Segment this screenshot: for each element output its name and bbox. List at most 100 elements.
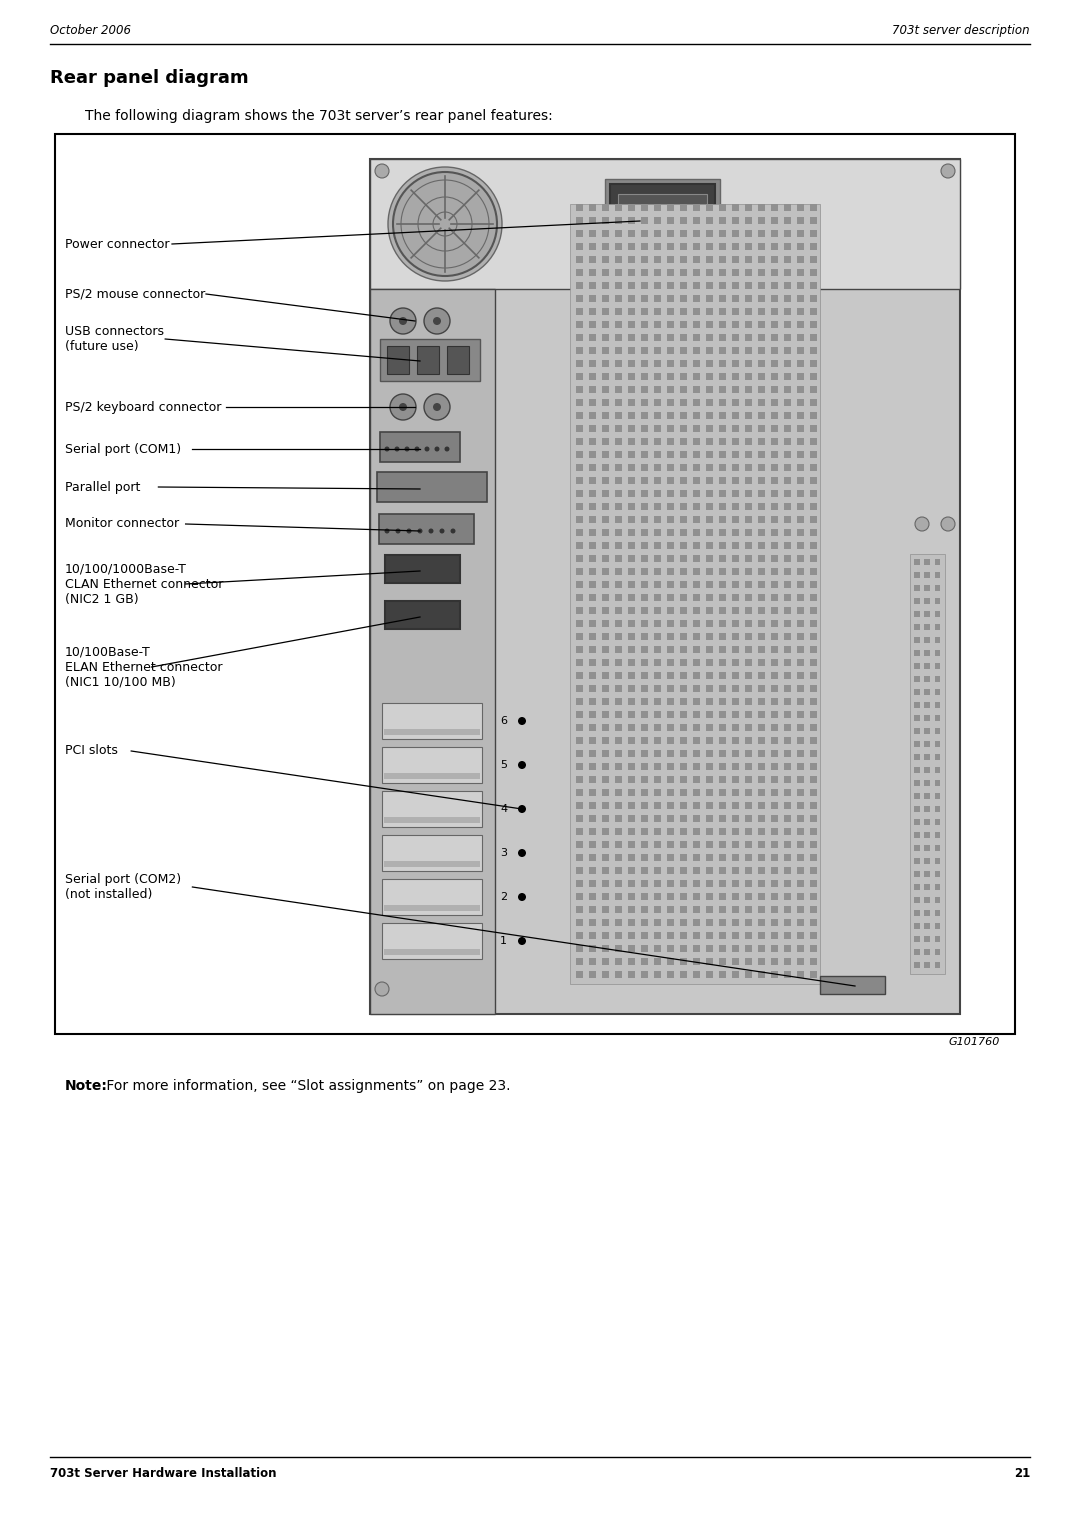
Bar <box>602 243 609 251</box>
Bar <box>589 777 596 783</box>
Bar <box>719 685 726 693</box>
Bar <box>935 924 941 930</box>
Bar <box>706 321 713 329</box>
Bar <box>732 815 739 823</box>
Bar <box>615 307 622 315</box>
Bar <box>810 763 816 771</box>
Bar <box>693 619 700 627</box>
Bar <box>693 295 700 303</box>
Bar <box>667 541 674 549</box>
Bar <box>914 806 919 812</box>
Bar <box>615 607 622 615</box>
Bar <box>771 803 778 809</box>
Bar <box>732 959 739 965</box>
Bar <box>810 789 816 797</box>
Bar <box>615 217 622 225</box>
Bar <box>693 725 700 731</box>
Bar <box>589 515 596 523</box>
Bar <box>589 307 596 315</box>
Bar <box>602 529 609 537</box>
Bar <box>935 962 941 968</box>
Bar <box>732 945 739 953</box>
Bar <box>758 777 765 783</box>
Bar <box>589 737 596 745</box>
Bar <box>576 803 583 809</box>
Bar <box>914 560 919 566</box>
Bar <box>758 229 765 237</box>
Bar <box>745 463 752 471</box>
Bar <box>667 321 674 329</box>
Bar <box>615 463 622 471</box>
Bar <box>602 711 609 719</box>
Bar <box>771 203 778 211</box>
Text: Power connector: Power connector <box>65 237 170 251</box>
Bar <box>589 295 596 303</box>
Bar <box>589 725 596 731</box>
Bar <box>576 203 583 211</box>
Bar <box>667 737 674 745</box>
Bar <box>602 959 609 965</box>
Bar <box>615 777 622 783</box>
Bar <box>654 815 661 823</box>
Bar <box>706 933 713 939</box>
Bar <box>745 803 752 809</box>
Bar <box>380 433 460 462</box>
Bar <box>706 867 713 875</box>
Bar <box>784 477 791 485</box>
Bar <box>667 699 674 705</box>
Text: PS/2 mouse connector: PS/2 mouse connector <box>65 287 205 301</box>
Bar <box>602 503 609 511</box>
Bar <box>654 841 661 849</box>
Bar <box>797 867 804 875</box>
Bar <box>642 685 648 693</box>
Bar <box>771 751 778 757</box>
Bar <box>706 763 713 771</box>
Text: 703t Server Hardware Installation: 703t Server Hardware Installation <box>50 1466 276 1480</box>
Bar <box>732 725 739 731</box>
Bar <box>693 463 700 471</box>
Bar <box>784 829 791 835</box>
Bar <box>589 281 596 289</box>
Bar <box>654 933 661 939</box>
Bar <box>914 768 919 774</box>
Bar <box>745 411 752 419</box>
Bar <box>576 789 583 797</box>
Bar <box>758 411 765 419</box>
Bar <box>615 711 622 719</box>
Bar <box>693 763 700 771</box>
Bar <box>732 971 739 979</box>
Bar <box>654 333 661 341</box>
Bar <box>576 933 583 939</box>
Bar <box>576 541 583 549</box>
Bar <box>719 607 726 615</box>
Bar <box>810 803 816 809</box>
Bar <box>667 229 674 237</box>
Circle shape <box>424 446 430 451</box>
Bar <box>576 699 583 705</box>
Bar <box>810 269 816 277</box>
Bar <box>732 307 739 315</box>
Bar <box>758 399 765 407</box>
Bar <box>914 924 919 930</box>
Bar <box>771 229 778 237</box>
Circle shape <box>429 529 433 534</box>
Bar <box>797 645 804 653</box>
Bar <box>732 607 739 615</box>
Bar <box>627 919 635 927</box>
Bar <box>820 976 885 994</box>
Bar <box>602 763 609 771</box>
Bar <box>667 217 674 225</box>
Bar <box>602 645 609 653</box>
Bar <box>602 229 609 237</box>
Bar <box>642 841 648 849</box>
Bar <box>758 607 765 615</box>
Bar <box>706 789 713 797</box>
Bar <box>797 295 804 303</box>
Bar <box>602 295 609 303</box>
Bar <box>654 373 661 381</box>
Text: 1: 1 <box>500 936 507 946</box>
Bar <box>924 728 930 734</box>
Bar <box>654 269 661 277</box>
Bar <box>576 217 583 225</box>
Bar <box>719 477 726 485</box>
